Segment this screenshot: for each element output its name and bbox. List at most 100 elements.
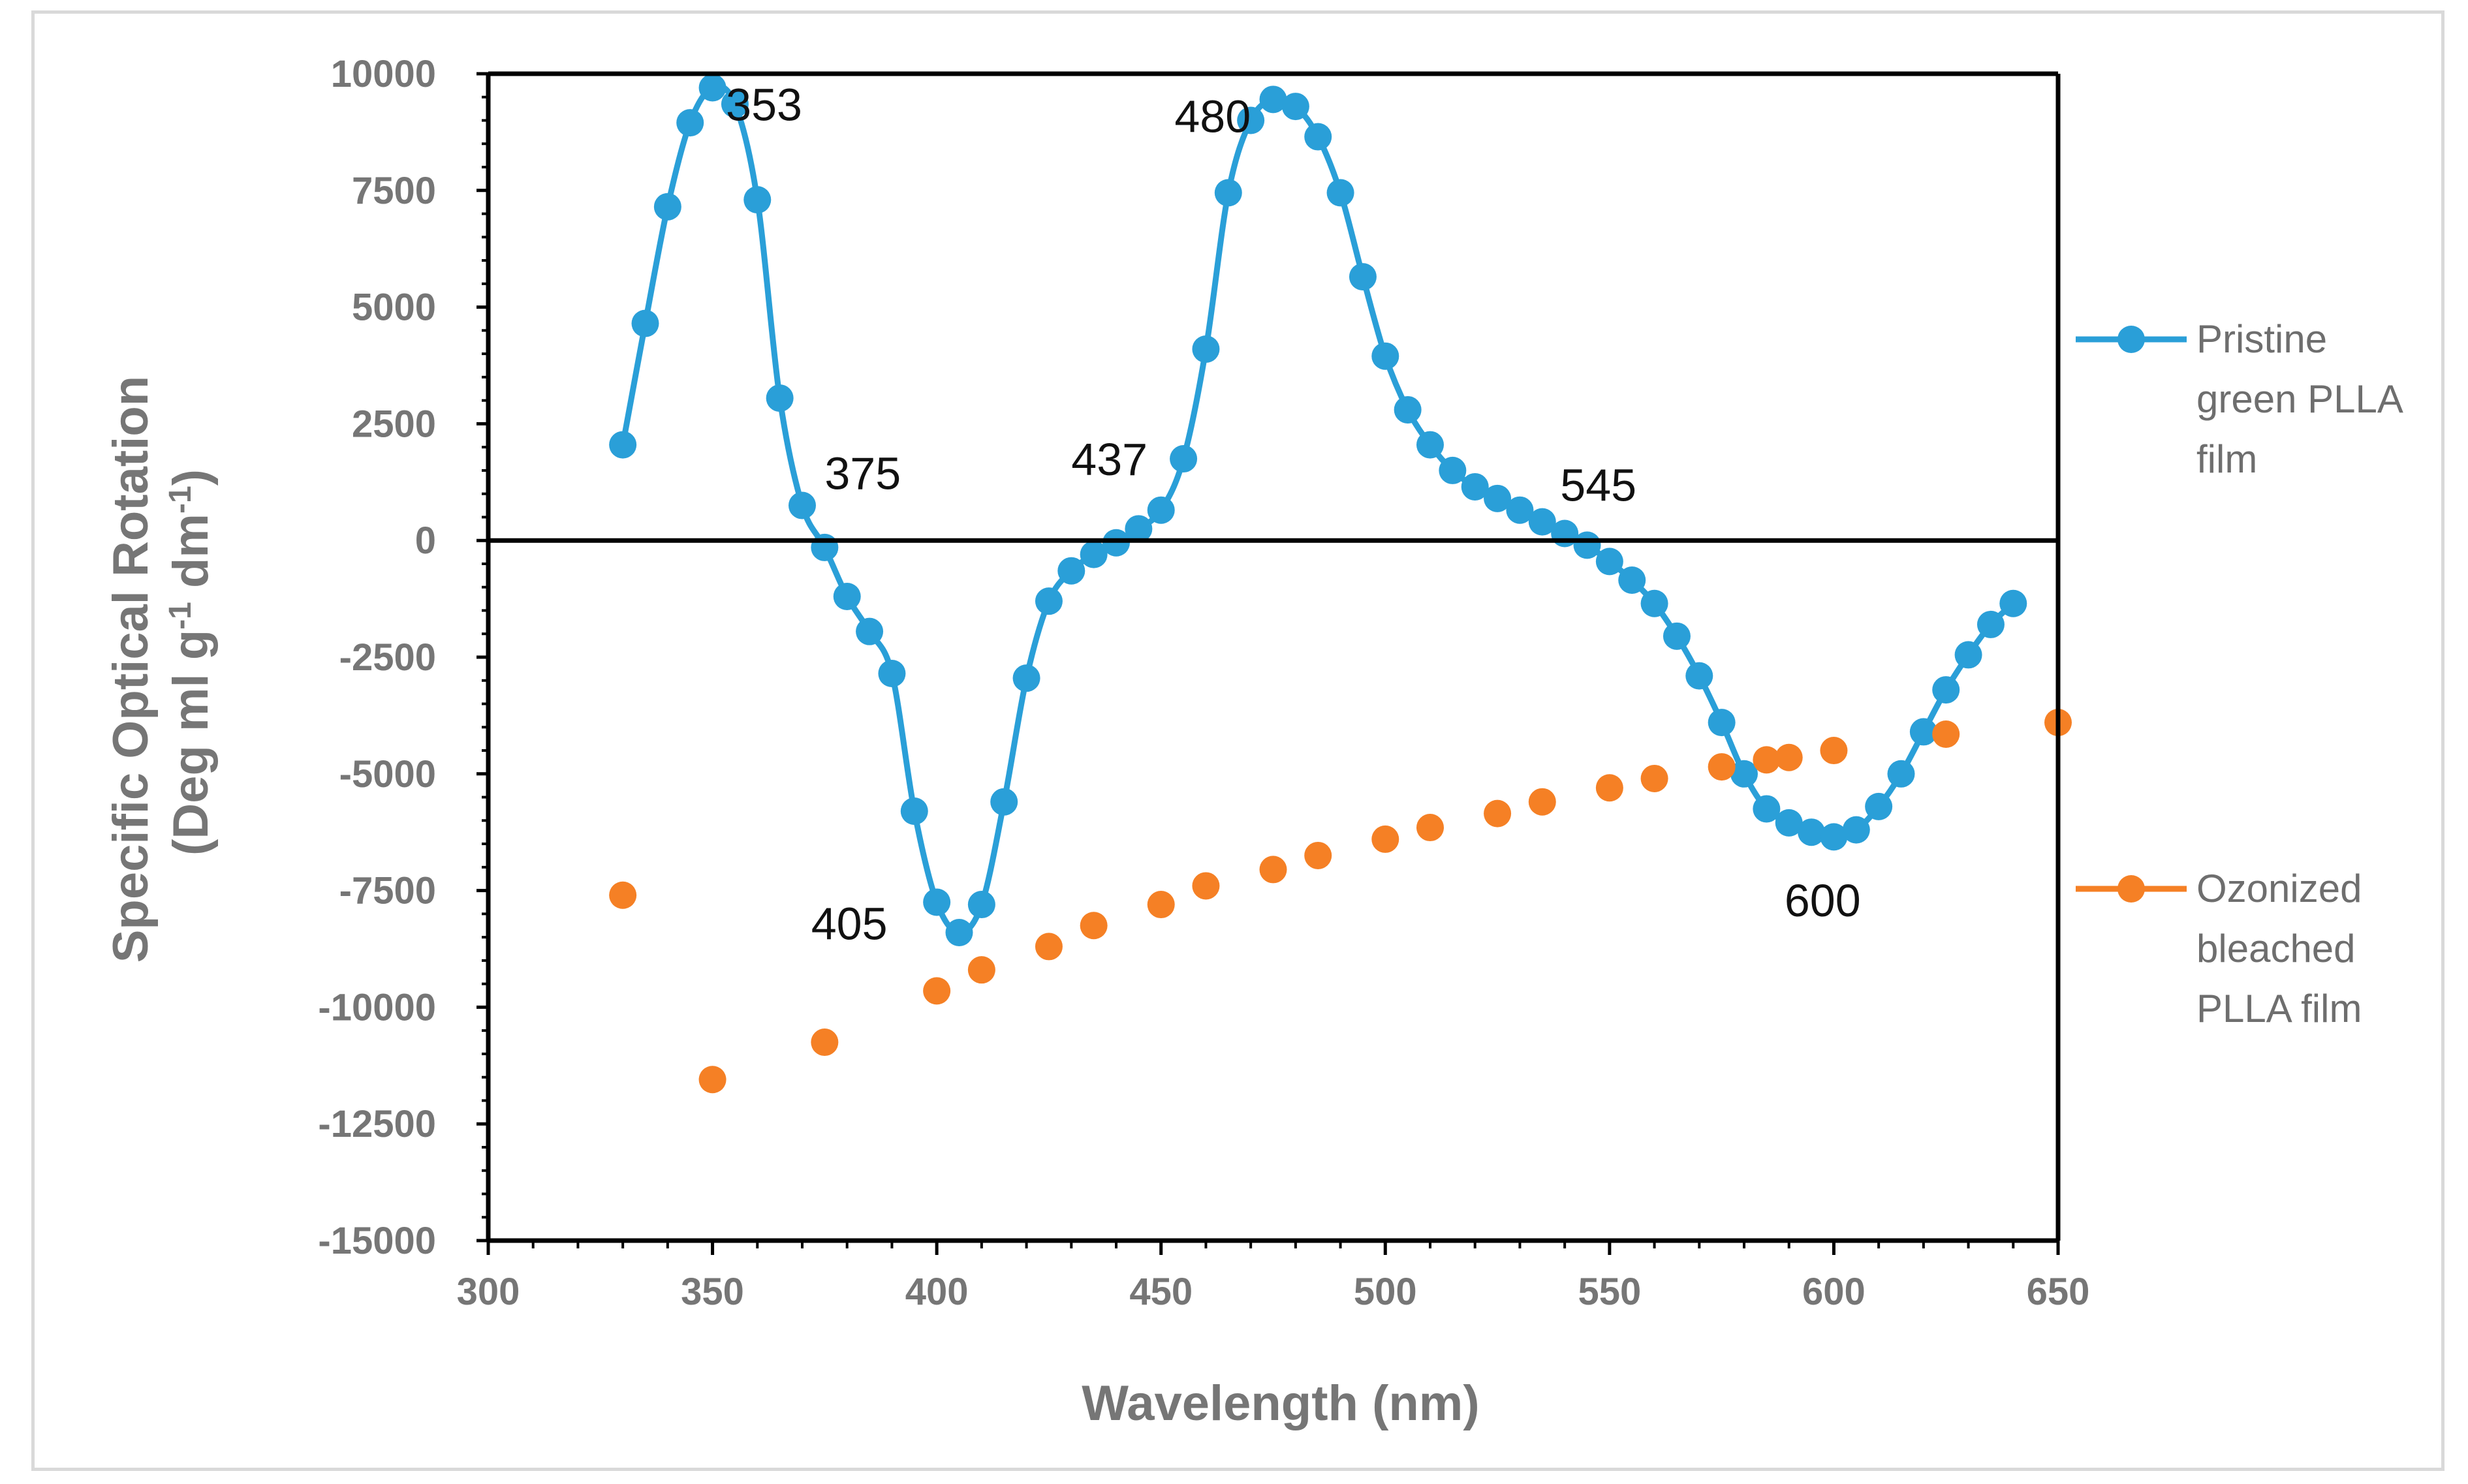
series-1-point — [1080, 912, 1108, 940]
series-0-point — [1416, 431, 1444, 459]
series-1-point — [1820, 737, 1848, 765]
series-0-point — [1887, 760, 1915, 788]
series-0-point — [631, 309, 659, 337]
series-1-point — [1192, 872, 1220, 900]
legend-label-line: green PLLA — [2196, 377, 2403, 421]
series-0-point — [967, 891, 995, 919]
legend-swatch-marker — [2117, 326, 2145, 353]
series-1-point — [1416, 814, 1444, 842]
series-0-point — [1349, 263, 1377, 291]
series-0-point — [1753, 795, 1781, 823]
annotation-label: 405 — [811, 899, 888, 950]
y-tick-label: 10000 — [331, 53, 436, 95]
series-0-point — [1909, 718, 1937, 746]
series-1-point — [811, 1028, 839, 1057]
y-axis-title-line1: Specific Optical Rotation — [103, 376, 159, 963]
series-0-point — [1080, 540, 1108, 568]
series-layer — [609, 74, 2072, 1094]
series-0-point — [721, 90, 749, 118]
x-tick-label: 550 — [1578, 1271, 1641, 1313]
series-0-point — [1192, 335, 1220, 363]
series-0-point — [1237, 106, 1265, 134]
series-0-point — [1326, 179, 1354, 207]
series-0-point — [609, 431, 637, 459]
series-0-point — [1035, 587, 1063, 615]
series-0-point — [1775, 809, 1803, 837]
series-0-line — [619, 83, 2016, 936]
series-0-point — [1170, 445, 1198, 473]
series-0-point — [1506, 496, 1534, 524]
series-0-point — [1125, 515, 1153, 543]
series-0-point — [1259, 85, 1287, 114]
series-0-point — [856, 617, 884, 645]
y-tick-label: -5000 — [339, 753, 436, 796]
series-0-point — [1304, 123, 1332, 151]
series-1-point — [1371, 825, 1399, 853]
y-tick-label: 5000 — [352, 286, 436, 329]
y-axis-title-sup1: -1 — [163, 602, 198, 630]
chart-frame — [31, 10, 2445, 1471]
series-0-point — [1663, 622, 1691, 650]
series-0-point — [1484, 484, 1512, 512]
series-0-point — [1595, 548, 1623, 576]
x-tick-label: 300 — [457, 1271, 520, 1313]
y-tick-label: 7500 — [352, 170, 436, 212]
legend-label-line: bleached — [2196, 927, 2356, 970]
y-tick-label: -2500 — [339, 636, 436, 679]
series-1-point — [1484, 799, 1512, 827]
series-1-point — [1640, 764, 1668, 792]
series-0-point — [1820, 823, 1848, 851]
series-0-point — [990, 788, 1018, 816]
y-axis-title-suffix: ) — [163, 469, 219, 486]
x-axis-ticks: 300 350 400 450 500 550 600 650 — [457, 1241, 2090, 1313]
annotation-label: 375 — [824, 448, 901, 499]
annotation-label: 437 — [1071, 434, 1148, 485]
series-0-points — [609, 74, 2027, 946]
x-tick-label: 650 — [2027, 1271, 2090, 1313]
y-tick-label: 0 — [415, 519, 436, 562]
series-0-point — [1685, 662, 1713, 690]
series-1-point — [1753, 746, 1781, 774]
series-0-point — [1618, 566, 1646, 594]
x-tick-label: 400 — [905, 1271, 969, 1313]
series-0-point — [1954, 641, 1982, 669]
series-0-point — [923, 888, 951, 916]
series-1-point — [1595, 774, 1623, 802]
annotations: 353 375 405 437 480 545 600 — [726, 80, 1860, 950]
series-1-point — [1304, 841, 1332, 869]
series-0-point — [1461, 472, 1489, 501]
y-axis-ticks: -15000 -12500 -10000 -7500 -5000 -2500 0 2500 50… — [318, 53, 488, 1262]
annotation-label: 545 — [1560, 459, 1636, 510]
series-0-point — [1842, 816, 1870, 844]
series-0-point — [789, 491, 816, 519]
series-0-point — [1214, 179, 1242, 207]
series-1-point — [1259, 856, 1287, 884]
series-0-point — [1281, 93, 1309, 121]
legend-label-line: film — [2196, 437, 2257, 481]
series-0-point — [766, 384, 794, 412]
series-0-point — [1012, 664, 1040, 692]
series-0-point — [698, 74, 726, 102]
series-0-point — [945, 918, 973, 946]
series-1-point — [1035, 933, 1063, 961]
series-0-point — [1798, 818, 1826, 846]
legend-label-line: PLLA film — [2196, 987, 2362, 1030]
series-0-point — [1999, 589, 2027, 617]
series-1-point — [923, 977, 951, 1005]
y-tick-label: 2500 — [352, 403, 436, 445]
series-1-point — [1147, 891, 1175, 919]
series-0-point — [811, 533, 839, 561]
series-0-point — [833, 583, 861, 611]
series-0-point — [1528, 508, 1556, 536]
series-0-point — [1708, 709, 1736, 737]
series-1-point — [1775, 743, 1803, 771]
series-0-point — [1730, 760, 1758, 788]
y-tick-label: -10000 — [318, 986, 436, 1028]
series-0-point — [1057, 557, 1086, 585]
series-0-point — [1573, 531, 1601, 559]
annotation-label: 600 — [1785, 875, 1861, 926]
series-0-point — [1640, 589, 1668, 617]
y-axis-title-mid: dm — [163, 514, 219, 602]
series-0-point — [1102, 529, 1130, 557]
series-0-point — [878, 660, 906, 688]
